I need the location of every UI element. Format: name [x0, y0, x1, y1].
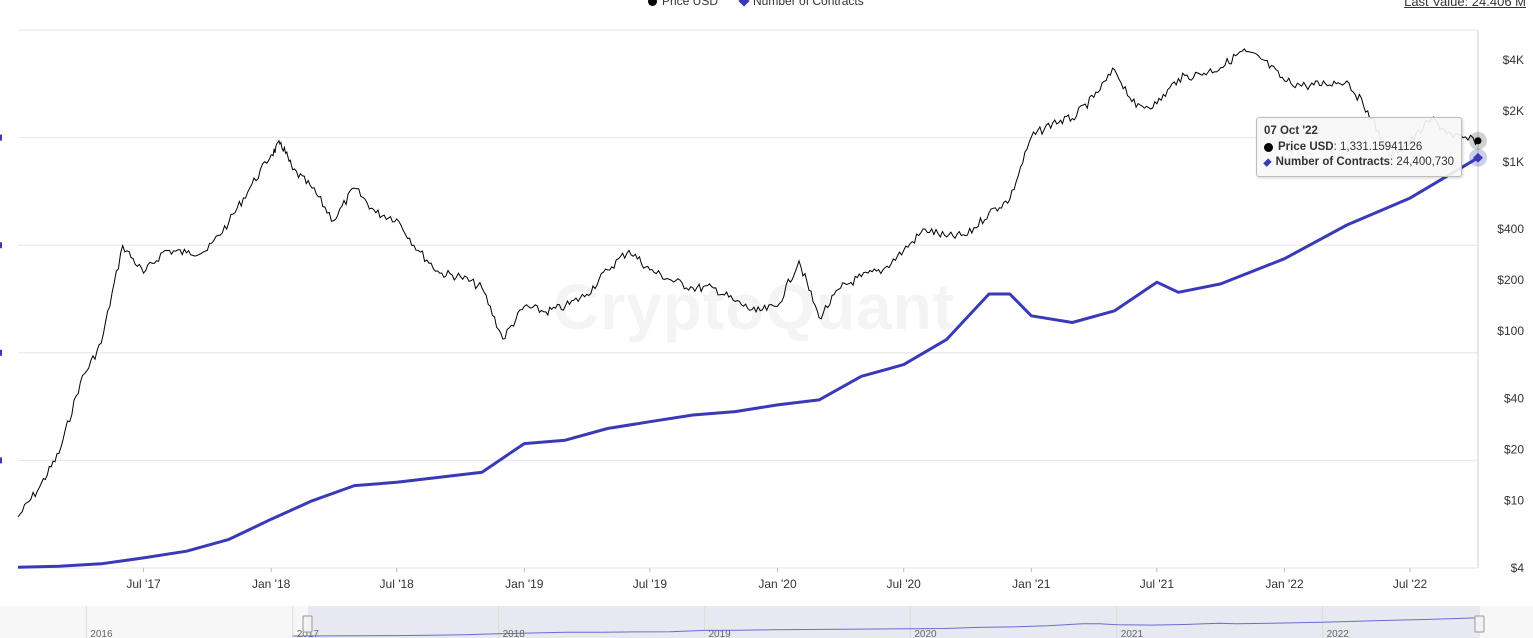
y-tick-label: $4K	[1503, 53, 1524, 67]
circle-icon	[1264, 143, 1273, 152]
legend-label-price: Price USD	[662, 0, 719, 8]
diamond-icon	[1263, 158, 1272, 167]
grid-lines	[0, 29, 1479, 569]
navigator-year-label: 2017	[297, 629, 320, 638]
navigator-handle-left[interactable]	[302, 615, 313, 633]
price-hover-marker	[1474, 137, 1482, 145]
x-tick-label: Jan '21	[1012, 577, 1051, 591]
x-tick-label: Jul '19	[633, 577, 668, 591]
y-tick-label: $1K	[1503, 155, 1524, 169]
series-line-price-usd	[17, 48, 1479, 518]
x-tick-label: Jan '22	[1265, 577, 1304, 591]
tooltip-row-contracts: Number of Contracts : 24,400,730	[1263, 155, 1454, 170]
navigator-year-label: 2020	[914, 629, 937, 638]
x-tick-label: Jan '19	[505, 577, 544, 591]
x-tick-label: Jul '22	[1393, 577, 1428, 591]
y-tick-label: $400	[1497, 222, 1524, 236]
diamond-icon	[738, 0, 750, 7]
legend-item-contracts[interactable]: Number of Contracts	[738, 0, 864, 8]
navigator-series-line	[292, 617, 1481, 637]
x-tick-label: Jul '20	[887, 577, 922, 591]
y-tick-label: $2K	[1503, 104, 1524, 118]
navigator-year-labels: 2016 2017 2018 2019 2020 2021 2022	[85, 606, 1350, 638]
hover-markers	[1469, 131, 1487, 167]
x-tick-label: Jan '20	[758, 577, 797, 591]
legend-item-price[interactable]: Price USD	[648, 0, 718, 8]
time-navigator[interactable]: 2016 2017 2018 2019 2020 2021 2022	[0, 606, 1533, 638]
left-axis-tick-mark	[0, 242, 2, 249]
y-axis-tick-labels: $4 $10 $20 $40 $100 $200 $400 $1K $2K $4K	[1497, 53, 1524, 575]
y-tick-label: $100	[1497, 324, 1524, 338]
y-tick-label: $200	[1497, 273, 1524, 287]
tooltip-row-price: Price USD : 1,331.15941126	[1264, 140, 1454, 155]
tooltip-contracts-label: Number of Contracts	[1275, 156, 1391, 168]
x-axis-tick-labels: Jul '17 Jan '18 Jul '18 Jan '19 Jul '19 Jan '…	[126, 568, 1428, 591]
left-axis-tick-mark	[0, 457, 2, 464]
navigator-year-label: 2022	[1327, 629, 1350, 638]
tooltip-contracts-value: : 24,400,730	[1390, 156, 1454, 168]
x-tick-label: Jul '21	[1140, 577, 1175, 591]
series-lines	[17, 48, 1479, 569]
legend: Price USD Number of Contracts	[648, 0, 864, 8]
left-axis-tick-mark	[0, 134, 2, 141]
navigator-handle-right[interactable]	[1474, 615, 1485, 633]
y-tick-label: $40	[1504, 392, 1524, 406]
navigator-year-label: 2021	[1121, 629, 1144, 638]
y-tick-label: $4	[1511, 561, 1525, 575]
tooltip-price-value: : 1,331.15941126	[1333, 141, 1423, 153]
series-line-number-of-contracts	[17, 156, 1479, 569]
navigator-selected-range[interactable]	[308, 606, 1480, 638]
x-tick-label: Jan '18	[252, 577, 291, 591]
tooltip-date: 07 Oct '22	[1264, 125, 1318, 137]
y-tick-label: $20	[1504, 443, 1524, 457]
legend-label-contracts: Number of Contracts	[753, 0, 864, 8]
chart-tooltip: 07 Oct '22 Price USD : 1,331.15941126 Nu…	[1256, 117, 1462, 177]
last-value-link[interactable]: Last Value: 24.406 M	[1404, 0, 1526, 9]
left-axis-tick-mark	[0, 349, 2, 356]
navigator-year-label: 2016	[90, 629, 113, 638]
contracts-hover-marker	[1473, 152, 1483, 163]
x-tick-label: Jul '18	[380, 577, 415, 591]
x-tick-label: Jul '17	[126, 577, 161, 591]
tooltip-price-label: Price USD	[1278, 141, 1334, 153]
navigator-year-label: 2019	[708, 629, 731, 638]
circle-icon	[648, 0, 657, 6]
y-tick-label: $10	[1504, 494, 1524, 508]
